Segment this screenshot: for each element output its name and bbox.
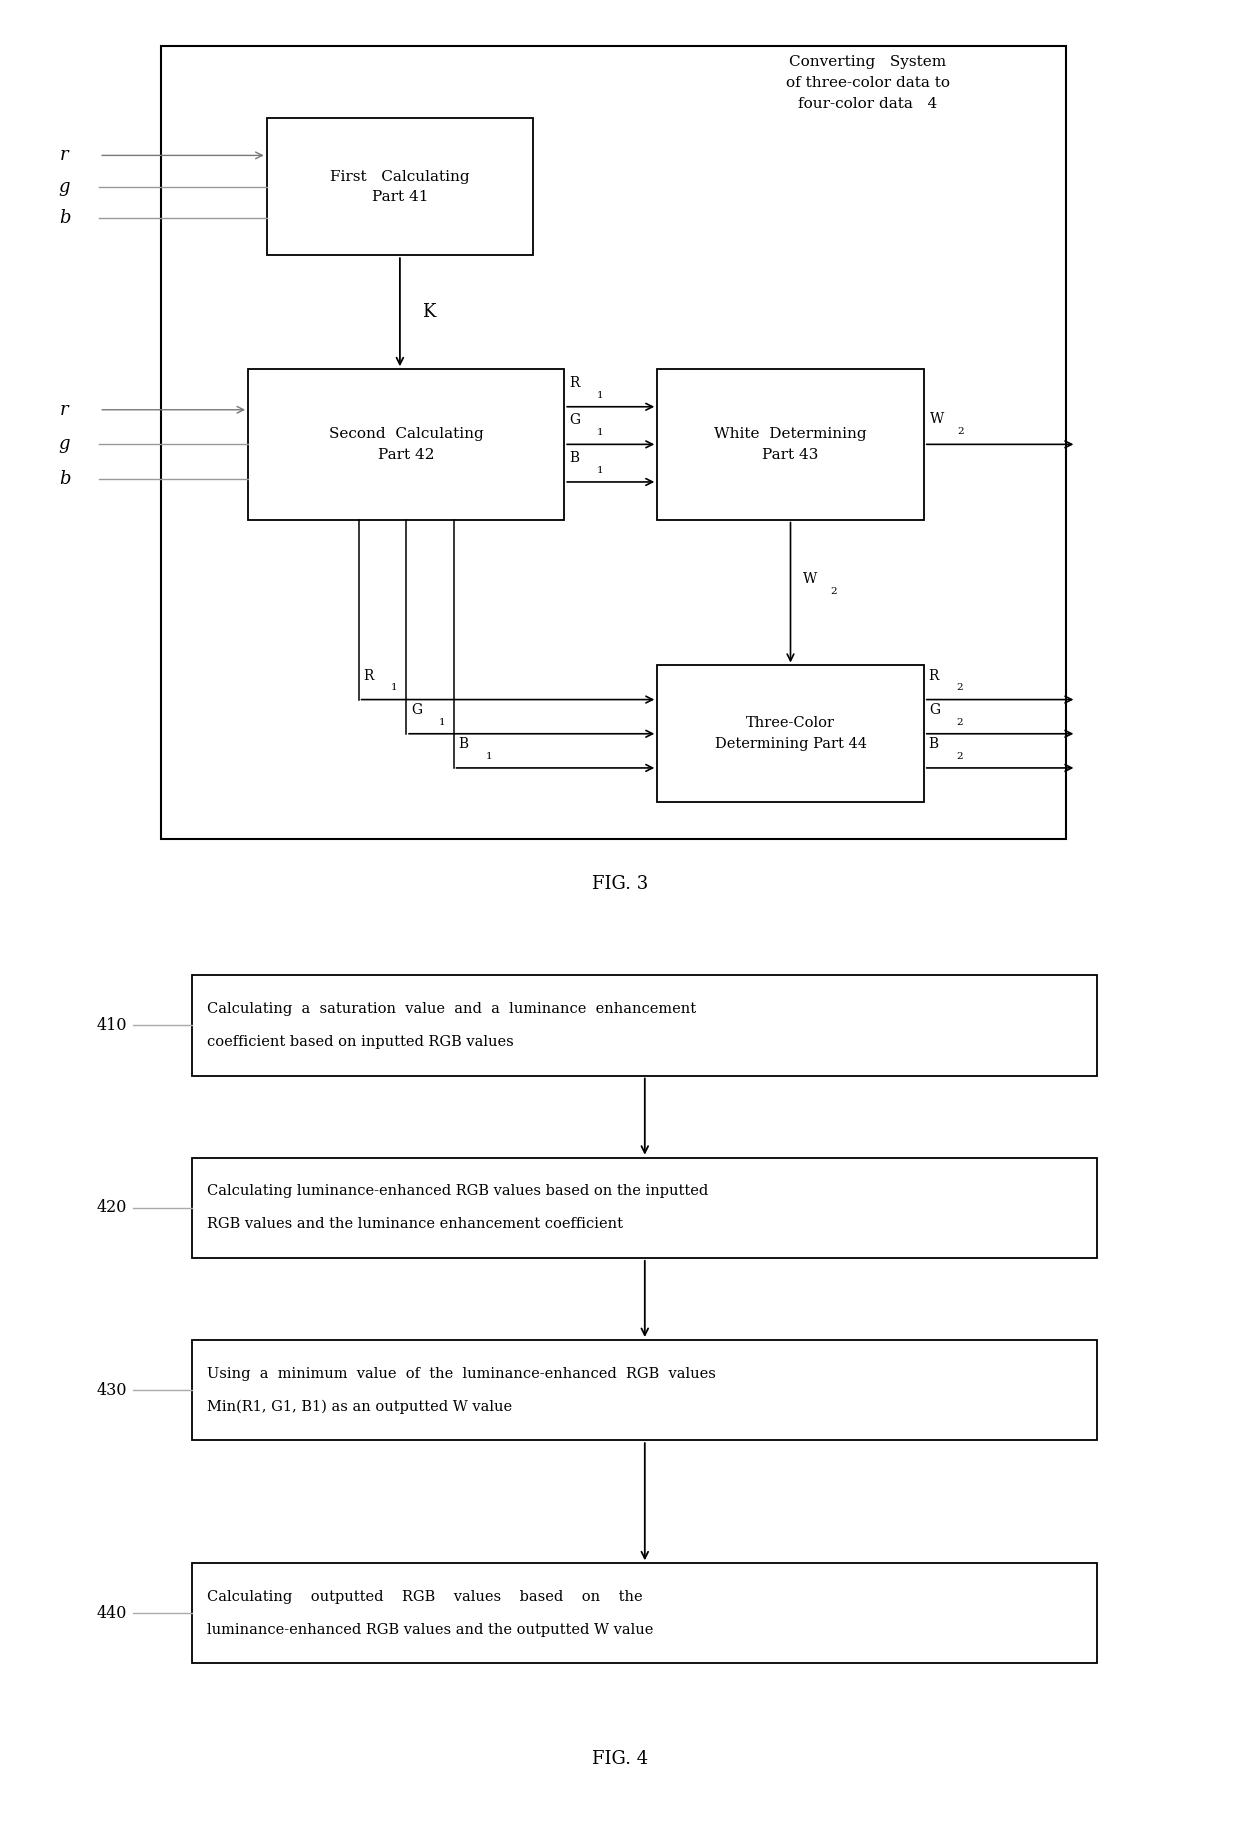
Text: 2: 2 xyxy=(957,427,963,436)
Text: r: r xyxy=(61,401,68,419)
Text: R: R xyxy=(929,669,939,682)
Text: RGB values and the luminance enhancement coefficient: RGB values and the luminance enhancement… xyxy=(207,1218,622,1231)
Text: W: W xyxy=(930,412,944,427)
Text: 410: 410 xyxy=(97,1017,126,1034)
Text: b: b xyxy=(58,210,71,228)
Text: 2: 2 xyxy=(831,587,837,596)
Text: 420: 420 xyxy=(97,1200,126,1216)
Text: g: g xyxy=(58,436,71,454)
Text: 1: 1 xyxy=(439,718,445,727)
Text: Converting   System
of three-color data to
four-color data   4: Converting System of three-color data to… xyxy=(786,55,950,111)
Bar xyxy=(267,118,533,255)
Text: Three-Color
Determining Part 44: Three-Color Determining Part 44 xyxy=(714,716,867,751)
Text: Min(R1, G1, B1) as an outputted W value: Min(R1, G1, B1) as an outputted W value xyxy=(207,1400,512,1413)
Text: Second  Calculating
Part 42: Second Calculating Part 42 xyxy=(329,427,484,461)
Text: R: R xyxy=(363,669,374,682)
Text: Using  a  minimum  value  of  the  luminance-enhanced  RGB  values: Using a minimum value of the luminance-e… xyxy=(207,1367,715,1380)
Text: W: W xyxy=(804,572,817,587)
Bar xyxy=(192,975,1097,1076)
Text: G: G xyxy=(569,414,580,427)
Bar xyxy=(192,1564,1097,1663)
Text: K: K xyxy=(422,303,435,321)
Text: 430: 430 xyxy=(97,1382,126,1398)
Bar xyxy=(192,1158,1097,1258)
Text: B: B xyxy=(459,736,469,751)
Text: G: G xyxy=(929,702,940,716)
Text: g: g xyxy=(58,179,71,195)
Text: Calculating  a  saturation  value  and  a  luminance  enhancement: Calculating a saturation value and a lum… xyxy=(207,1003,696,1015)
Text: 1: 1 xyxy=(596,467,603,474)
Text: R: R xyxy=(569,376,579,390)
Text: B: B xyxy=(929,736,939,751)
Text: B: B xyxy=(569,450,579,465)
Bar xyxy=(657,368,924,520)
Text: r: r xyxy=(61,146,68,164)
Text: Calculating    outputted    RGB    values    based    on    the: Calculating outputted RGB values based o… xyxy=(207,1590,642,1604)
Text: b: b xyxy=(58,470,71,489)
Text: 2: 2 xyxy=(956,751,962,760)
Text: FIG. 3: FIG. 3 xyxy=(591,875,649,893)
Bar xyxy=(192,1340,1097,1440)
Bar xyxy=(161,46,1066,839)
Text: 2: 2 xyxy=(956,684,962,693)
Text: Calculating luminance-enhanced RGB values based on the inputted: Calculating luminance-enhanced RGB value… xyxy=(207,1185,708,1198)
Text: 1: 1 xyxy=(596,390,603,399)
Text: luminance-enhanced RGB values and the outputted W value: luminance-enhanced RGB values and the ou… xyxy=(207,1622,653,1637)
Text: FIG. 4: FIG. 4 xyxy=(591,1750,649,1768)
Text: 440: 440 xyxy=(97,1604,126,1622)
Text: White  Determining
Part 43: White Determining Part 43 xyxy=(714,427,867,461)
Text: First   Calculating
Part 41: First Calculating Part 41 xyxy=(330,170,470,204)
Text: 1: 1 xyxy=(596,428,603,438)
Text: 2: 2 xyxy=(956,718,962,727)
Bar xyxy=(657,665,924,802)
Bar xyxy=(248,368,564,520)
Text: coefficient based on inputted RGB values: coefficient based on inputted RGB values xyxy=(207,1035,513,1048)
Text: 1: 1 xyxy=(486,751,492,760)
Text: G: G xyxy=(412,702,422,716)
Text: 1: 1 xyxy=(391,684,398,693)
